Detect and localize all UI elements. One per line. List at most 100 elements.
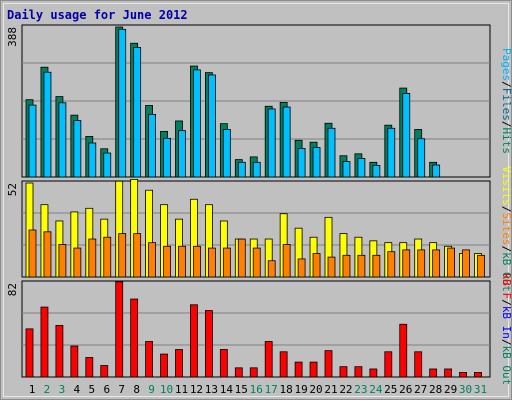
bar-middle-sites-7 bbox=[118, 233, 127, 278]
x-tick-label-17: 17 bbox=[265, 383, 278, 396]
bar-middle-sites-31 bbox=[477, 254, 485, 278]
bar-middle-sites-16 bbox=[252, 247, 261, 278]
bar-middle-sites-20 bbox=[312, 253, 321, 278]
legend-entry: Hits bbox=[500, 128, 512, 155]
bar-top-hits-9 bbox=[148, 113, 157, 178]
bar-top-hits-1 bbox=[28, 104, 37, 178]
panel-bottom-legend: kB F/kB In/kB Out bbox=[500, 273, 512, 386]
bar-bottom-kb-f-18 bbox=[279, 351, 288, 378]
bar-bottom-kb-f-17 bbox=[264, 341, 273, 378]
bar-bottom-kb-f-11 bbox=[175, 349, 183, 378]
x-tick-label-25: 25 bbox=[384, 383, 397, 396]
bar-bottom-kb-f-2 bbox=[40, 306, 49, 378]
legend-entry: kB In bbox=[500, 306, 512, 339]
bar-bottom-kb-f-20 bbox=[309, 361, 318, 378]
legend-entry: / bbox=[500, 121, 512, 128]
legend-entry: kB F bbox=[500, 273, 512, 300]
legend-entry: kB Out bbox=[500, 252, 512, 292]
bar-middle-sites-30 bbox=[462, 249, 470, 278]
bar-bottom-kb-f-8 bbox=[130, 298, 139, 378]
bar-bottom-kb-f-30 bbox=[459, 372, 467, 378]
legend-entry: / bbox=[500, 246, 512, 253]
x-tick-label-12: 12 bbox=[190, 383, 203, 396]
legend-entry: / bbox=[500, 206, 512, 213]
bar-middle-sites-24 bbox=[372, 254, 381, 278]
bar-top-hits-2 bbox=[43, 71, 52, 178]
bar-top-hits-7 bbox=[118, 28, 127, 178]
bar-bottom-kb-f-5 bbox=[85, 357, 94, 378]
x-tick-label-19: 19 bbox=[294, 383, 307, 396]
bar-bottom-kb-f-23 bbox=[354, 366, 363, 378]
x-tick-label-9: 9 bbox=[148, 383, 155, 396]
x-tick-label-28: 28 bbox=[429, 383, 442, 396]
bar-bottom-kb-f-31 bbox=[474, 372, 482, 378]
bar-top-hits-3 bbox=[58, 102, 67, 178]
bar-middle-sites-2 bbox=[43, 231, 52, 278]
bar-bottom-kb-f-15 bbox=[234, 367, 243, 378]
x-tick-label-1: 1 bbox=[29, 383, 36, 396]
panel-middle-legend: Visits/Sites/kB Out bbox=[500, 166, 512, 292]
panel-bottom-plot bbox=[21, 280, 491, 378]
chart-title: Daily usage for June 2012 bbox=[7, 8, 188, 22]
bar-middle-sites-6 bbox=[103, 236, 112, 278]
bar-bottom-kb-f-7 bbox=[115, 281, 124, 378]
x-tick-label-5: 5 bbox=[88, 383, 95, 396]
bar-top-hits-4 bbox=[73, 120, 82, 178]
bar-bottom-kb-f-19 bbox=[294, 361, 303, 378]
bar-middle-sites-12 bbox=[193, 245, 201, 278]
bar-bottom-kb-f-27 bbox=[414, 351, 423, 378]
bar-bottom-kb-f-12 bbox=[190, 304, 198, 378]
panel-bottom-ymax-label: 82 bbox=[6, 283, 19, 296]
bar-top-hits-11 bbox=[178, 130, 186, 178]
bar-middle-sites-1 bbox=[28, 229, 37, 278]
bar-middle-sites-18 bbox=[282, 244, 291, 278]
bar-bottom-kb-f-22 bbox=[339, 366, 348, 378]
bar-middle-sites-27 bbox=[417, 249, 426, 278]
bar-top-hits-28 bbox=[432, 164, 441, 178]
legend-entry: Pages bbox=[500, 48, 512, 81]
x-tick-label-20: 20 bbox=[309, 383, 322, 396]
bar-middle-sites-28 bbox=[432, 249, 441, 278]
x-tick-label-30: 30 bbox=[459, 383, 472, 396]
bar-top-hits-16 bbox=[252, 161, 261, 178]
bar-top-hits-8 bbox=[133, 47, 142, 178]
bar-bottom-kb-f-16 bbox=[249, 367, 258, 378]
chart-frame-inner bbox=[3, 3, 509, 397]
bar-top-hits-14 bbox=[222, 129, 231, 178]
bar-bottom-kb-f-26 bbox=[399, 323, 408, 378]
bar-top-hits-26 bbox=[402, 93, 411, 178]
bar-bottom-kb-f-21 bbox=[324, 350, 333, 378]
bar-bottom-kb-f-14 bbox=[219, 349, 228, 378]
bar-middle-sites-15 bbox=[237, 238, 246, 278]
x-tick-label-7: 7 bbox=[118, 383, 125, 396]
x-tick-label-27: 27 bbox=[414, 383, 427, 396]
bar-bottom-kb-f-28 bbox=[429, 368, 438, 378]
bar-middle-sites-19 bbox=[297, 258, 306, 278]
x-tick-label-8: 8 bbox=[133, 383, 140, 396]
bar-top-hits-5 bbox=[88, 142, 97, 178]
x-tick-label-26: 26 bbox=[399, 383, 412, 396]
legend-entry: kB Out bbox=[500, 346, 512, 386]
x-tick-label-6: 6 bbox=[103, 383, 110, 396]
x-tick-label-18: 18 bbox=[280, 383, 293, 396]
bar-middle-sites-13 bbox=[207, 247, 216, 278]
bar-top-hits-24 bbox=[372, 165, 381, 178]
legend-entry: / bbox=[500, 299, 512, 306]
bar-middle-sites-3 bbox=[58, 244, 67, 278]
x-tick-label-31: 31 bbox=[474, 383, 487, 396]
bar-middle-sites-4 bbox=[73, 247, 82, 278]
bar-top-hits-10 bbox=[163, 137, 171, 178]
bar-middle-sites-5 bbox=[88, 238, 97, 278]
bar-middle-sites-22 bbox=[342, 254, 351, 278]
bar-top-hits-17 bbox=[267, 108, 276, 178]
bar-middle-sites-10 bbox=[163, 245, 171, 278]
bar-bottom-kb-f-13 bbox=[204, 310, 213, 378]
bar-top-hits-19 bbox=[297, 147, 306, 178]
bar-middle-sites-21 bbox=[327, 256, 336, 278]
x-tick-label-14: 14 bbox=[220, 383, 234, 396]
bar-bottom-kb-f-10 bbox=[160, 353, 168, 378]
bar-middle-sites-14 bbox=[222, 247, 231, 278]
bar-bottom-kb-f-25 bbox=[384, 351, 393, 378]
